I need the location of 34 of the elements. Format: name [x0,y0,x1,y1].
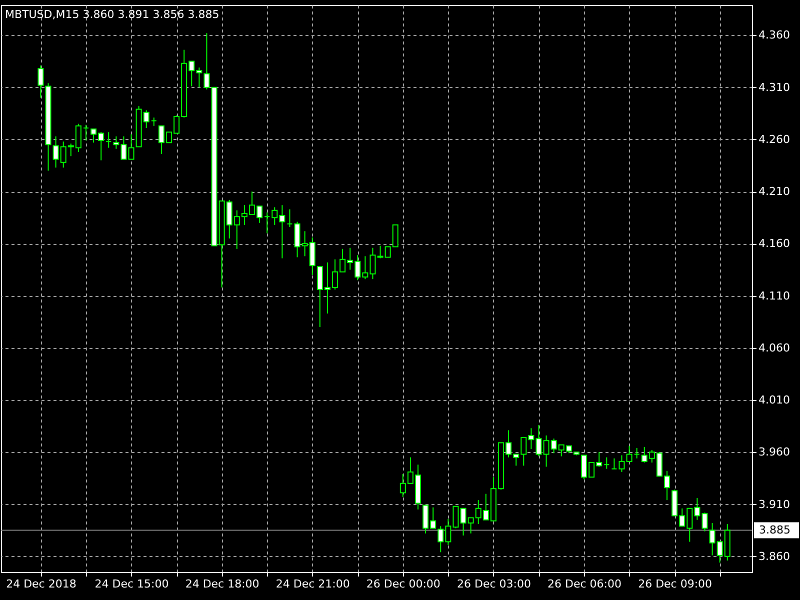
y-tick-label: 4.010 [758,394,790,407]
x-tick-label: 26 Dec 03:00 [456,578,531,590]
y-tick-label: 4.110 [758,289,790,302]
ref-line-label: 3.885 [759,523,790,536]
x-tick-label: 24 Dec 15:00 [94,578,169,590]
candlestick [286,208,293,228]
candlestick [106,132,112,148]
y-tick-label: 4.360 [758,28,790,42]
y-tick-label: 4.310 [758,80,790,94]
candlestick [128,134,134,160]
candlestick [264,212,270,234]
y-tick-label: 4.210 [758,185,790,198]
y-tick-label: 3.860 [758,550,790,563]
candlestick [626,445,632,462]
x-tick-label: 26 Dec 09:00 [638,578,712,590]
x-tick-label: 26 Dec 06:00 [548,578,622,590]
candlestick [634,447,640,459]
x-tick-label: 26 Dec 00:00 [366,578,440,590]
y-tick-label: 3.910 [758,498,790,511]
chart-title: MBTUSD,M15 3.860 3.891 3.856 3.885 [5,8,220,21]
y-tick-label: 4.260 [758,132,790,146]
candlestick [618,454,625,472]
candlestick [38,64,44,98]
candlestick [611,458,618,470]
candlestick [604,456,610,470]
x-tick-label: 24 Dec 21:00 [276,578,350,590]
candlestick [82,124,89,141]
candlestick [150,117,157,126]
y-tick-label: 3.960 [758,446,790,459]
candlestick [204,32,210,90]
x-tick-label: 24 Dec 18:00 [185,578,260,590]
y-tick-label: 4.060 [758,341,790,354]
y-tick-label: 4.160 [758,237,790,250]
x-tick-label: 24 Dec 2018 [6,578,76,590]
